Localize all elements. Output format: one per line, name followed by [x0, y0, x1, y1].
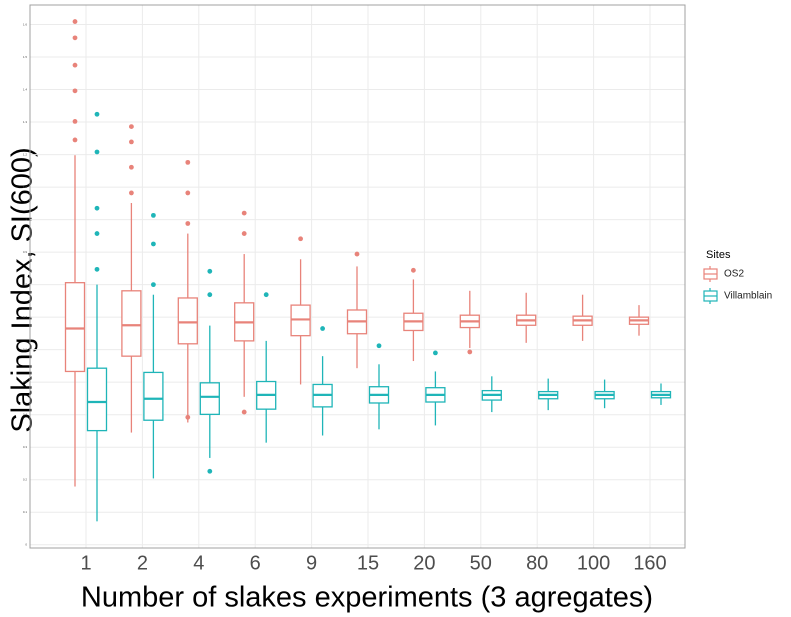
- y-tick-label: 1.5: [23, 55, 28, 59]
- box: [121, 290, 142, 357]
- outlier: [72, 88, 78, 94]
- box: [199, 382, 220, 416]
- panel-border: [29, 4, 686, 549]
- x-tick-label: 4: [193, 552, 204, 574]
- outlier: [72, 19, 78, 24]
- y-tick-label: 1.1: [23, 185, 28, 189]
- y-tick-label: 0.1: [23, 510, 28, 514]
- y-tick-label: 1.3: [23, 120, 28, 124]
- y-tick-label: 0.6: [23, 347, 28, 351]
- y-axis-title: Slaking Index, SI(600): [7, 147, 39, 432]
- outlier: [151, 282, 156, 288]
- outlier: [94, 205, 100, 211]
- box: [64, 282, 86, 373]
- outlier: [207, 292, 213, 298]
- outlier: [411, 267, 416, 273]
- outlier: [185, 159, 191, 165]
- y-tick-label: 0.4: [23, 412, 28, 416]
- y-tick-label: 0.7: [23, 315, 28, 319]
- x-axis-title: Number of slakes experiments (3 agregate…: [81, 582, 653, 614]
- box: [177, 297, 198, 345]
- outlier: [320, 326, 325, 331]
- outlier: [129, 190, 134, 196]
- x-tick-label: 160: [633, 552, 666, 574]
- outlier: [151, 212, 156, 218]
- y-tick-label: 0: [25, 543, 27, 547]
- outlier: [376, 343, 382, 349]
- outlier: [298, 236, 303, 242]
- y-tick-label: 0.3: [23, 445, 28, 449]
- outlier: [94, 231, 100, 236]
- y-tick-label: 0.2: [23, 478, 28, 482]
- outlier: [185, 190, 191, 196]
- y-tick-label: 1.2: [23, 152, 28, 156]
- box: [86, 367, 108, 432]
- x-tick-label: 9: [306, 552, 317, 574]
- outlier: [185, 221, 191, 226]
- x-tick-label: 50: [470, 552, 492, 574]
- outlier: [72, 35, 78, 41]
- y-tick-label: 1: [25, 217, 27, 221]
- y-tick-label: 0.9: [23, 250, 28, 254]
- x-tick-label: 1: [80, 552, 91, 574]
- outlier: [207, 468, 213, 474]
- x-tick-label: 80: [526, 552, 548, 574]
- outlier: [94, 149, 100, 155]
- outlier: [129, 124, 134, 130]
- x-tick-label: 20: [413, 552, 435, 574]
- outlier: [151, 241, 156, 247]
- outlier: [129, 139, 134, 145]
- y-tick-label: 0.5: [23, 380, 28, 384]
- outlier: [241, 210, 247, 216]
- outlier: [72, 62, 78, 68]
- box: [143, 371, 164, 421]
- legend-title: Sites: [706, 249, 731, 261]
- outlier: [467, 349, 473, 355]
- outlier: [207, 268, 213, 274]
- outlier: [185, 414, 191, 420]
- outlier: [354, 251, 360, 257]
- outlier: [72, 137, 78, 143]
- legend-label: OS2: [724, 269, 744, 280]
- outlier: [241, 231, 247, 236]
- y-tick-label: 1.6: [23, 22, 28, 26]
- y-tick-label: 0.8: [23, 282, 28, 286]
- outlier: [72, 119, 78, 124]
- outlier: [94, 266, 100, 272]
- outlier: [129, 164, 134, 170]
- x-tick-label: 6: [250, 552, 261, 574]
- outlier: [94, 111, 100, 117]
- outlier: [241, 409, 247, 415]
- outlier: [263, 292, 269, 298]
- y-tick-label: 1.4: [23, 87, 28, 91]
- x-tick-label: 100: [577, 552, 610, 574]
- outlier: [433, 350, 438, 356]
- x-tick-label: 15: [357, 552, 379, 574]
- legend-label: Villamblain: [724, 291, 772, 302]
- x-tick-label: 2: [137, 552, 148, 574]
